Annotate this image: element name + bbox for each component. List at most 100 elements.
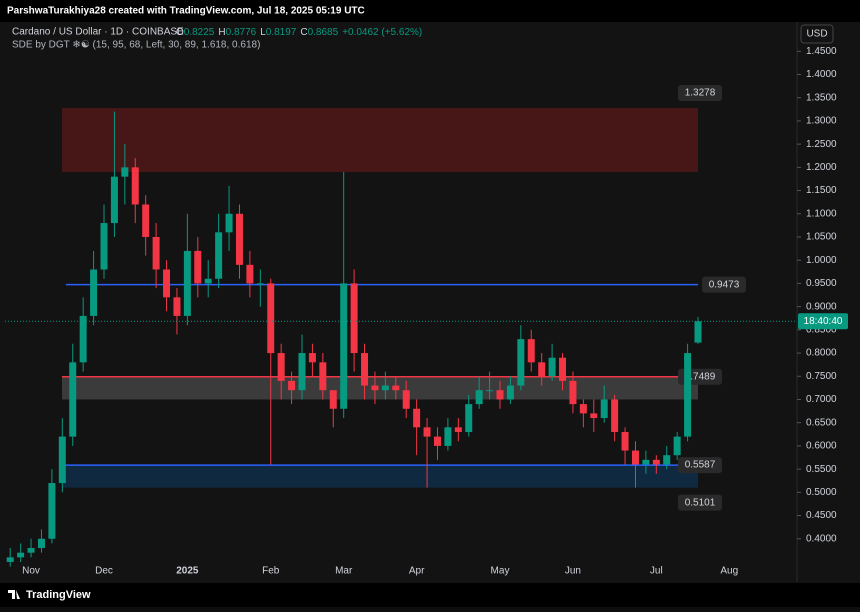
candle-body xyxy=(340,283,348,409)
y-tick-label: 1.4000 xyxy=(806,69,837,80)
candle-body xyxy=(517,339,525,386)
candle-body xyxy=(131,167,139,205)
candle-body xyxy=(392,385,400,391)
ohlc-value: 0.8197 xyxy=(266,27,297,38)
candle-body xyxy=(319,362,327,391)
y-tick-label: 0.6500 xyxy=(806,417,837,428)
y-tick-label: 0.9500 xyxy=(806,278,837,289)
candle-body xyxy=(246,264,254,284)
ohlc-value: 0.8685 xyxy=(308,27,339,38)
candle-body xyxy=(506,385,514,400)
candle-body xyxy=(329,390,337,409)
ohlc-letter: H xyxy=(218,27,225,38)
candle-body xyxy=(17,552,25,558)
candle-body xyxy=(621,431,629,451)
x-tick-label: Jul xyxy=(650,566,663,577)
candle-body xyxy=(559,357,567,381)
level-label-box xyxy=(678,457,722,474)
y-tick-label: 0.8000 xyxy=(806,348,837,359)
ohlc-legend: O0.8225 H0.8776 L0.8197 C0.8685 +0.0462 (+5.… xyxy=(176,27,422,38)
candle-body xyxy=(173,297,181,316)
header-bar xyxy=(0,0,860,22)
zone xyxy=(62,465,698,488)
y-tick-label: 0.7500 xyxy=(806,371,837,382)
ohlc-letter: O xyxy=(176,27,184,38)
candle-body xyxy=(267,283,275,354)
candle-body xyxy=(163,269,171,298)
y-tick-label: 0.7000 xyxy=(806,394,837,405)
candle-body xyxy=(673,436,681,456)
y-tick-label: 0.9000 xyxy=(806,301,837,312)
y-tick-label: 1.2000 xyxy=(806,162,837,173)
candle-body xyxy=(194,250,202,284)
candle-body xyxy=(225,213,233,233)
level-label: 0.5101 xyxy=(685,497,716,508)
candle-body xyxy=(48,483,56,539)
candle-body xyxy=(684,353,692,437)
x-tick-label: Apr xyxy=(409,566,425,577)
candle-body xyxy=(663,455,671,465)
candle-body xyxy=(423,427,431,437)
level-label: 1.3278 xyxy=(685,88,716,99)
logo-icon xyxy=(8,590,20,599)
x-tick-label: May xyxy=(491,566,510,577)
x-tick-label: Feb xyxy=(262,566,280,577)
x-tick-label: Mar xyxy=(335,566,353,577)
candle-body xyxy=(235,213,243,265)
candle-body xyxy=(27,548,35,553)
candle-body xyxy=(58,436,66,484)
candle-body xyxy=(642,459,650,465)
price-tag xyxy=(798,313,848,330)
candle-body xyxy=(6,557,14,562)
y-tick-label: 0.4500 xyxy=(806,510,837,521)
candle-body xyxy=(444,427,452,446)
y-tick-label: 0.8500 xyxy=(806,324,837,335)
ohlc-value: 0.8776 xyxy=(226,27,257,38)
candle-body xyxy=(454,427,462,432)
candle-body xyxy=(308,353,316,363)
y-tick-label: 1.2500 xyxy=(806,139,837,150)
candle-body xyxy=(121,167,129,177)
candle-body xyxy=(402,390,410,409)
candle-body xyxy=(79,315,87,363)
countdown: 18:40:40 xyxy=(804,316,843,327)
y-tick-label: 1.0500 xyxy=(806,232,837,243)
candle-body xyxy=(475,390,483,405)
candle-body xyxy=(496,390,504,400)
y-tick-label: 0.4000 xyxy=(806,533,837,544)
currency-box[interactable] xyxy=(800,24,834,44)
level-label: 0.9473 xyxy=(709,279,740,290)
y-tick-label: 1.4500 xyxy=(806,46,837,57)
candle-body xyxy=(100,223,108,270)
level-label-box xyxy=(702,276,746,293)
level-label: 0.5587 xyxy=(685,460,716,471)
y-tick-label: 0.5500 xyxy=(806,464,837,475)
candle-body xyxy=(152,236,160,270)
candle-body xyxy=(433,436,441,446)
change: +0.0462 (+5.62%) xyxy=(342,27,422,38)
y-tick-label: 1.0000 xyxy=(806,255,837,266)
candle-body xyxy=(652,459,660,465)
ohlc-letter: L xyxy=(260,27,266,38)
footer-bar xyxy=(0,583,860,607)
candle-body xyxy=(90,269,98,316)
candle-body xyxy=(527,339,535,363)
candle-body xyxy=(538,362,546,377)
indicator: SDE by DGT ❄☯ (15, 95, 68, Left, 30, 89,… xyxy=(12,40,260,51)
candle-body xyxy=(298,353,306,391)
candle-body xyxy=(590,413,598,419)
candle-body xyxy=(631,450,639,465)
candle-body xyxy=(465,404,473,432)
candle-body xyxy=(215,232,223,279)
y-tick-label: 1.3500 xyxy=(806,92,837,103)
candle-body xyxy=(579,404,587,414)
x-tick-label: Nov xyxy=(22,566,40,577)
currency[interactable]: USD xyxy=(806,29,827,40)
level-label: 0.7489 xyxy=(685,371,716,382)
x-tick-label: Dec xyxy=(95,566,113,577)
candle-body xyxy=(288,380,296,391)
candle-body xyxy=(361,353,369,386)
candle-body xyxy=(486,390,494,392)
